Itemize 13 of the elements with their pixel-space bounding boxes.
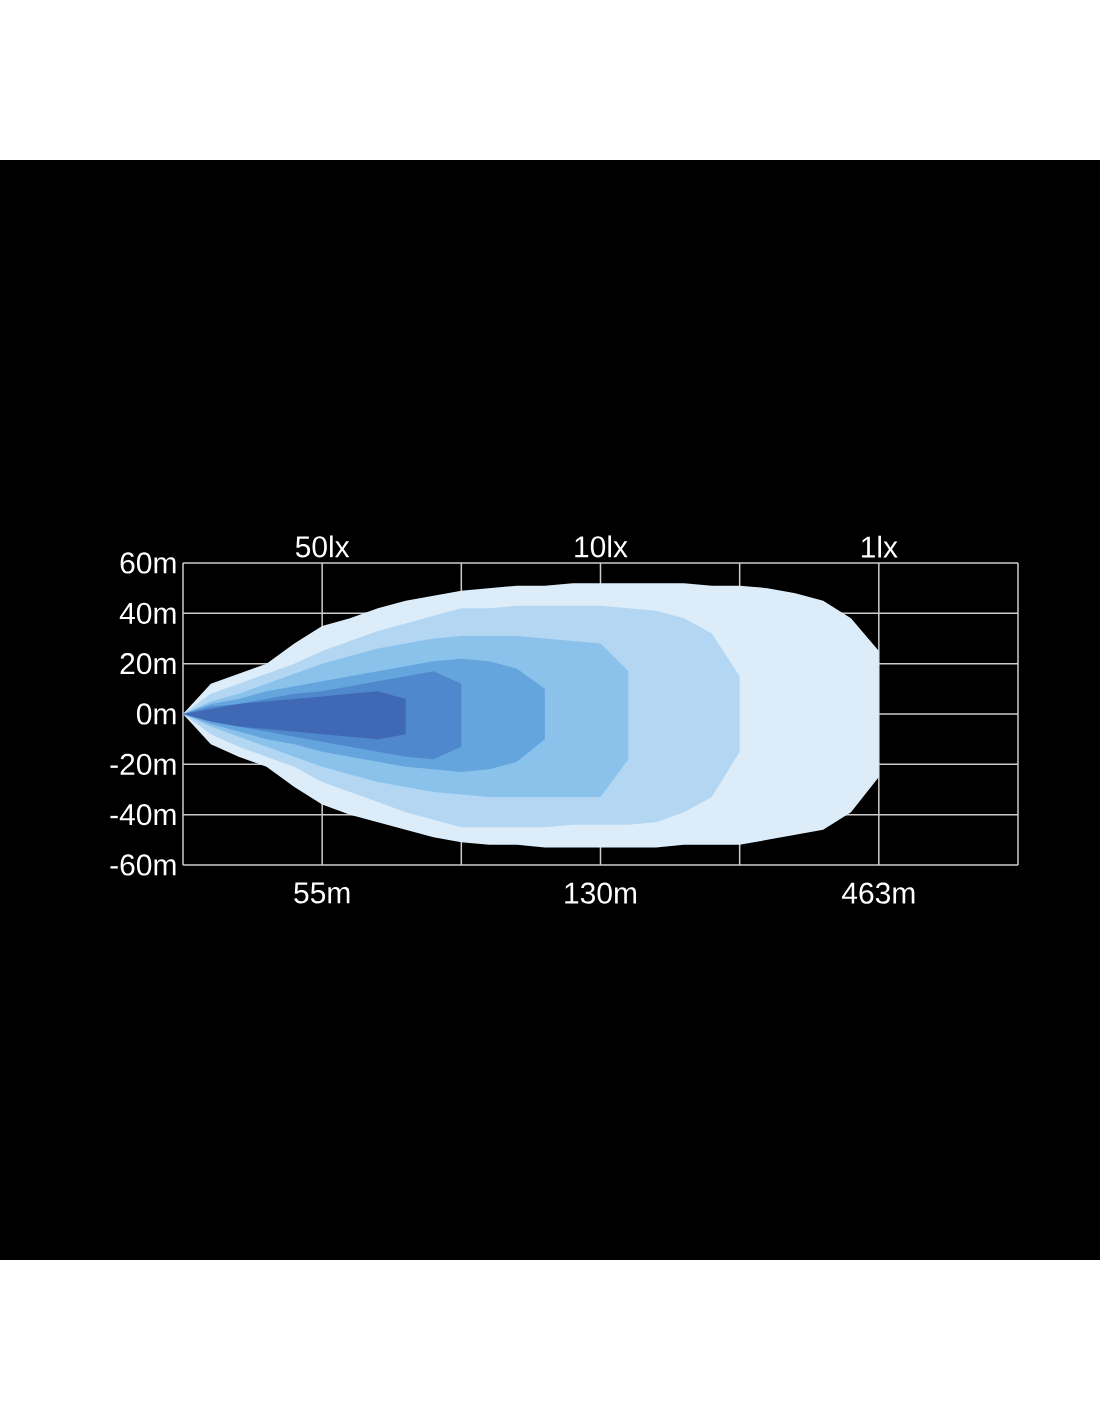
y-tick-label: -60m: [110, 854, 176, 876]
x-tick-label: 130m: [565, 882, 637, 904]
y-tick-label: 60m: [120, 552, 176, 574]
x-tick-label: 463m: [842, 882, 915, 904]
y-tick-label: -40m: [110, 804, 176, 826]
text: 50lx: [295, 535, 350, 558]
x-tick-label: 55m: [294, 882, 350, 904]
y-tick-label: -20m: [110, 753, 176, 775]
y-tick-label: 0m: [136, 703, 176, 725]
y-tick-label: 20m: [120, 653, 176, 675]
text: 1lx: [861, 535, 898, 558]
y-tick-label: 40m: [119, 602, 176, 624]
text: 10lx: [575, 535, 628, 558]
